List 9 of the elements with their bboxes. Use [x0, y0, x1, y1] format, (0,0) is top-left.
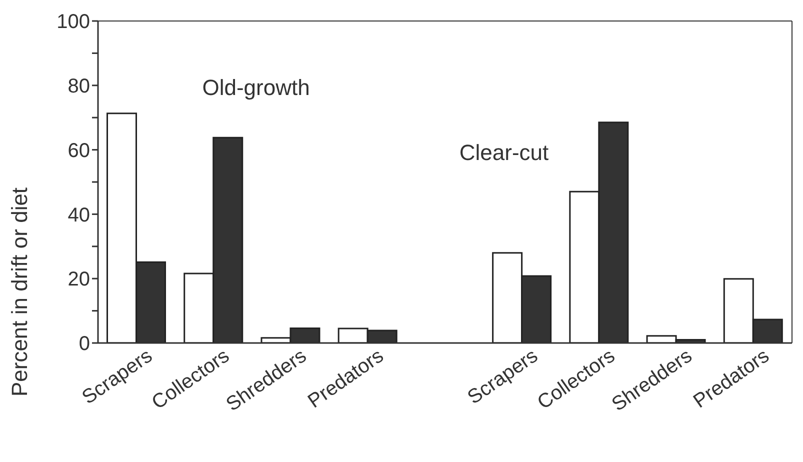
y-tick-label: 100 [56, 11, 90, 34]
y-tick-label: 60 [68, 140, 90, 162]
y-tick-label: 40 [68, 204, 90, 226]
y-tick-label: 80 [68, 76, 90, 98]
annotation: Old-growth [202, 74, 310, 101]
y-tick-label: 20 [68, 268, 90, 291]
y-axis-title: Percent in drift or diet [6, 187, 32, 397]
y-tick-label: 0 [78, 333, 90, 356]
annotation: Clear-cut [459, 140, 549, 166]
